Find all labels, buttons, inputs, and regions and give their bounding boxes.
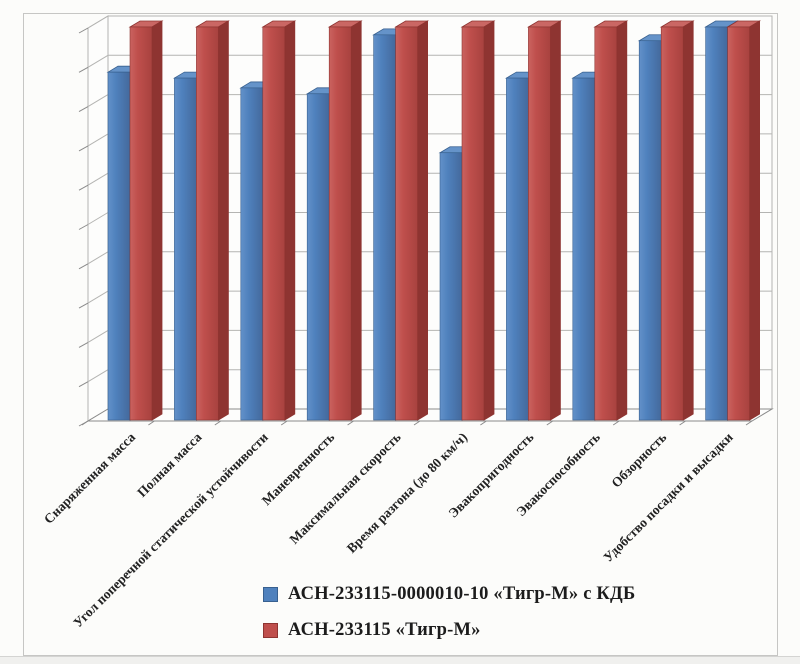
category-label: Максимальная скорость <box>286 430 403 547</box>
bar-front <box>306 93 330 421</box>
category-label: Удобство посадки и высадки <box>600 429 735 564</box>
y-axis-tick <box>78 381 89 388</box>
bar-front <box>705 26 728 421</box>
bar-side <box>218 20 229 421</box>
bar-side <box>749 20 760 421</box>
bar-side <box>616 20 628 421</box>
bottom-edge-strip <box>0 656 800 664</box>
bar-front <box>373 34 396 421</box>
bar-front <box>506 77 529 421</box>
bar-side <box>284 20 296 421</box>
bar-front <box>439 152 463 421</box>
x-axis-tick <box>347 420 354 426</box>
x-axis-tick <box>745 420 753 426</box>
y-axis-tick <box>78 145 89 152</box>
x-axis-tick <box>148 420 155 426</box>
bar-front <box>528 26 551 421</box>
bar-side <box>417 20 428 421</box>
category-label: Обзорность <box>608 430 669 491</box>
x-axis-tick <box>214 420 222 426</box>
bar-front <box>107 71 131 421</box>
bar-front <box>660 26 684 421</box>
bar-front <box>727 26 750 421</box>
y-axis-tick <box>78 263 89 270</box>
bar-side <box>682 20 694 421</box>
y-axis-tick <box>78 341 89 348</box>
gridline-side <box>87 15 109 29</box>
gridline-side <box>87 133 109 147</box>
gridline-side <box>87 54 109 68</box>
y-axis-tick <box>78 184 89 191</box>
legend-item-series-2: АСН-233115 «Тигр-М» <box>263 620 683 641</box>
x-axis-tick <box>546 420 554 426</box>
bar-front <box>196 26 219 421</box>
bar-side <box>550 20 561 421</box>
legend-swatch-blue-icon <box>263 587 278 602</box>
legend-label-series-1: АСН-233115-0000010-10 «Тигр-М» с КДБ <box>288 584 636 604</box>
bar-front <box>638 40 662 421</box>
bar-front <box>174 77 197 421</box>
chart-border <box>23 13 778 656</box>
gridline-side <box>87 212 109 225</box>
gridline-side <box>87 369 109 383</box>
x-axis-tick <box>679 420 686 426</box>
y-axis-tick <box>78 27 89 34</box>
bar-front <box>240 87 264 421</box>
chart-legend: АСН-233115-0000010-10 «Тигр-М» с КДБ АСН… <box>263 584 683 641</box>
legend-label-series-2: АСН-233115 «Тигр-М» <box>288 620 481 640</box>
category-label: Полная масса <box>134 429 205 500</box>
legend-item-series-1: АСН-233115-0000010-10 «Тигр-М» с КДБ <box>263 584 683 605</box>
gridline-side <box>87 290 109 304</box>
y-axis-tick <box>78 106 89 113</box>
x-axis-tick <box>413 420 421 426</box>
category-label: Снаряженная масса <box>41 429 138 526</box>
bar-side <box>151 20 163 421</box>
y-axis-tick <box>78 66 89 73</box>
x-axis-tick <box>280 420 288 426</box>
bar-front <box>328 26 352 421</box>
gridline-side <box>87 329 109 343</box>
legend-swatch-red-icon <box>263 623 278 638</box>
bar-front <box>594 26 618 421</box>
bar-front <box>129 26 153 421</box>
bar-front <box>461 26 485 421</box>
y-axis-tick <box>78 224 89 230</box>
x-axis-tick <box>81 420 89 426</box>
category-label: Время разгона (до 80 км/ч) <box>344 430 470 556</box>
bar-front <box>395 26 418 421</box>
gridline-side <box>87 172 109 186</box>
gridline-side <box>87 251 109 265</box>
bar-side <box>350 20 362 421</box>
bar-side <box>483 20 495 421</box>
bar-front <box>572 77 596 421</box>
x-axis-tick <box>612 420 620 426</box>
x-axis-tick <box>480 420 487 426</box>
bar-front <box>262 26 286 421</box>
gridline-side <box>87 94 109 108</box>
y-axis-tick <box>78 302 89 309</box>
